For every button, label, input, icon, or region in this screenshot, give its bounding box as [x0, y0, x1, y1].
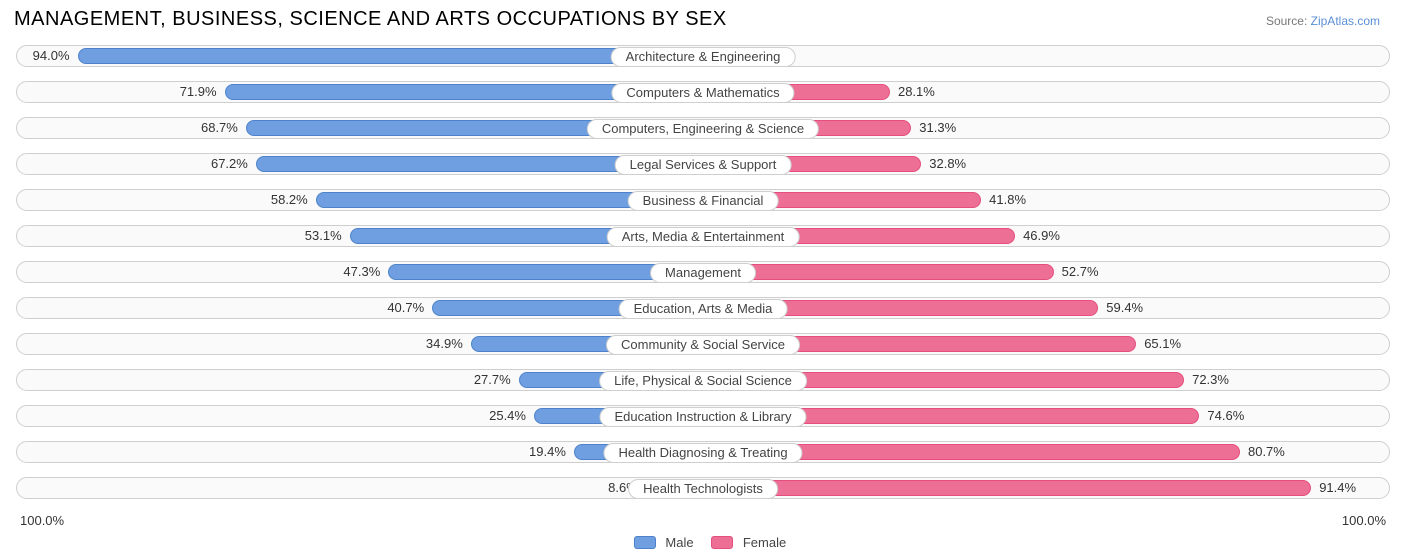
category-label: Management [650, 263, 756, 283]
legend-female-label: Female [743, 535, 786, 550]
category-label: Education Instruction & Library [599, 407, 806, 427]
female-value: 65.1% [1144, 336, 1181, 351]
bar-row: 67.2% 32.8% Legal Services & Support [16, 153, 1390, 175]
male-value: 25.4% [489, 408, 526, 423]
bar-row: 68.7% 31.3% Computers, Engineering & Sci… [16, 117, 1390, 139]
category-label: Education, Arts & Media [619, 299, 788, 319]
female-value: 59.4% [1106, 300, 1143, 315]
category-label: Computers, Engineering & Science [587, 119, 819, 139]
female-value: 32.8% [929, 156, 966, 171]
chart-title: MANAGEMENT, BUSINESS, SCIENCE AND ARTS O… [10, 0, 1396, 45]
male-value: 53.1% [305, 228, 342, 243]
male-value: 40.7% [387, 300, 424, 315]
male-bar [78, 48, 703, 64]
source-attribution: Source: ZipAtlas.com [1266, 14, 1380, 28]
female-value: 28.1% [898, 84, 935, 99]
bar-row: 71.9% 28.1% Computers & Mathematics [16, 81, 1390, 103]
source-label: Source: [1266, 14, 1307, 28]
category-label: Architecture & Engineering [611, 47, 796, 67]
bar-row: 53.1% 46.9% Arts, Media & Entertainment [16, 225, 1390, 247]
male-value: 67.2% [211, 156, 248, 171]
bar-row: 94.0% 6.0% Architecture & Engineering [16, 45, 1390, 67]
axis-left-label: 100.0% [20, 513, 64, 528]
female-value: 41.8% [989, 192, 1026, 207]
bar-row: 34.9% 65.1% Community & Social Service [16, 333, 1390, 355]
legend-male-label: Male [665, 535, 693, 550]
female-value: 80.7% [1248, 444, 1285, 459]
category-label: Health Technologists [628, 479, 778, 499]
bar-row: 47.3% 52.7% Management [16, 261, 1390, 283]
male-swatch [634, 536, 656, 549]
legend: Male Female [10, 535, 1396, 550]
male-value: 19.4% [529, 444, 566, 459]
category-label: Health Diagnosing & Treating [603, 443, 802, 463]
female-value: 52.7% [1062, 264, 1099, 279]
bar-row: 27.7% 72.3% Life, Physical & Social Scie… [16, 369, 1390, 391]
category-label: Arts, Media & Entertainment [607, 227, 800, 247]
category-label: Community & Social Service [606, 335, 800, 355]
axis-right-label: 100.0% [1342, 513, 1386, 528]
female-swatch [711, 536, 733, 549]
female-bar [703, 480, 1311, 496]
male-value: 34.9% [426, 336, 463, 351]
source-name: ZipAtlas.com [1311, 14, 1380, 28]
female-value: 91.4% [1319, 480, 1356, 495]
category-label: Computers & Mathematics [611, 83, 794, 103]
female-value: 74.6% [1207, 408, 1244, 423]
bar-rows: 94.0% 6.0% Architecture & Engineering 71… [10, 45, 1396, 499]
male-value: 68.7% [201, 120, 238, 135]
x-axis: 100.0% 100.0% [16, 513, 1390, 533]
female-value: 31.3% [919, 120, 956, 135]
category-label: Life, Physical & Social Science [599, 371, 807, 391]
male-value: 47.3% [343, 264, 380, 279]
bar-row: 58.2% 41.8% Business & Financial [16, 189, 1390, 211]
female-value: 72.3% [1192, 372, 1229, 387]
category-label: Business & Financial [628, 191, 779, 211]
male-value: 94.0% [33, 48, 70, 63]
male-value: 71.9% [180, 84, 217, 99]
category-label: Legal Services & Support [615, 155, 792, 175]
occupations-by-sex-chart: MANAGEMENT, BUSINESS, SCIENCE AND ARTS O… [10, 0, 1396, 559]
bar-row: 8.6% 91.4% Health Technologists [16, 477, 1390, 499]
female-value: 46.9% [1023, 228, 1060, 243]
bar-row: 40.7% 59.4% Education, Arts & Media [16, 297, 1390, 319]
bar-row: 19.4% 80.7% Health Diagnosing & Treating [16, 441, 1390, 463]
bar-row: 25.4% 74.6% Education Instruction & Libr… [16, 405, 1390, 427]
male-value: 27.7% [474, 372, 511, 387]
male-value: 58.2% [271, 192, 308, 207]
